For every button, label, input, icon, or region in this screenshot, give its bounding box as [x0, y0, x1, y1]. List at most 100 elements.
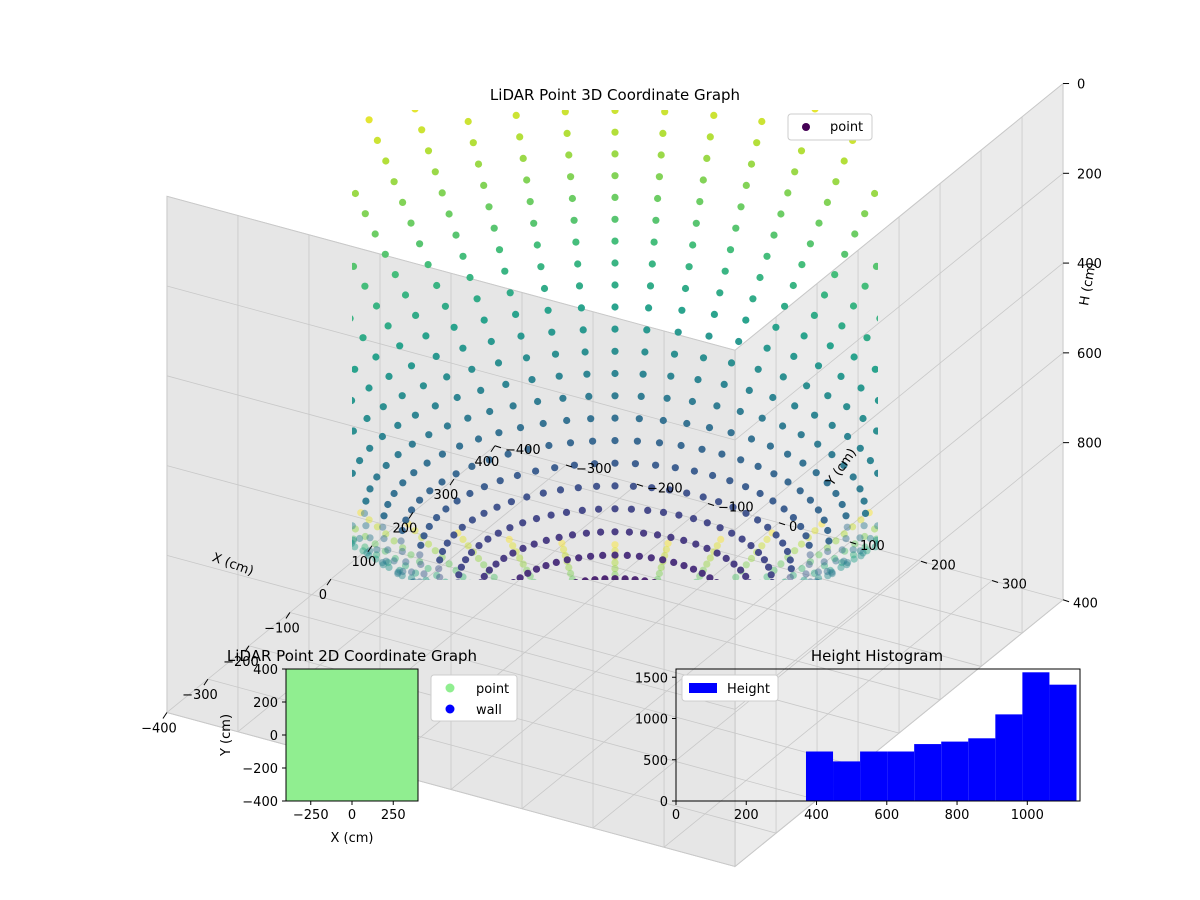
data-point [872, 366, 879, 373]
data-point [500, 555, 507, 562]
data-point [611, 259, 618, 266]
data-point [665, 65, 672, 72]
data-point [553, 559, 560, 566]
data-point [790, 353, 797, 360]
data-point [611, 238, 618, 245]
legend-marker-point [446, 684, 455, 693]
data-point [416, 240, 423, 247]
data-point [459, 524, 466, 531]
data-point [699, 570, 706, 577]
data-point [652, 462, 659, 469]
data-point [442, 303, 449, 310]
data-point [477, 387, 484, 394]
data-point [641, 348, 648, 355]
data-point [1063, 261, 1070, 268]
data-point [439, 548, 446, 555]
data-point [492, 561, 499, 568]
data-point [1063, 399, 1070, 406]
data-point [1079, 245, 1086, 252]
data-point [857, 445, 864, 452]
y-tick-label: −200 [242, 762, 278, 777]
data-point [837, 373, 844, 380]
data-point [686, 263, 693, 270]
data-point [689, 398, 696, 405]
data-point [841, 251, 848, 258]
data-point [700, 176, 707, 183]
data-point [691, 468, 698, 475]
data-point [438, 478, 445, 485]
x-tick-label: 400 [475, 455, 500, 470]
data-point [462, 556, 469, 563]
data-point [459, 345, 466, 352]
data-point [282, 145, 289, 152]
histogram-bar [914, 744, 941, 801]
data-point [742, 573, 749, 580]
data-point [728, 359, 735, 366]
data-point [717, 524, 724, 531]
data-point [700, 493, 707, 500]
data-point [171, 183, 178, 190]
data-point [737, 456, 744, 463]
data-point [611, 437, 618, 444]
data-point [533, 566, 540, 573]
data-point [332, 150, 339, 157]
data-point [481, 317, 488, 324]
data-point [787, 574, 794, 581]
data-point [373, 302, 380, 309]
data-point [506, 536, 513, 543]
x-tick-label: 600 [874, 808, 899, 823]
data-point [402, 291, 409, 298]
data-point [569, 531, 576, 538]
data-point [859, 415, 866, 422]
data-point [452, 232, 459, 239]
data-point [200, 162, 207, 169]
data-point [327, 223, 334, 230]
data-point [593, 483, 600, 490]
data-point [611, 303, 618, 310]
data-point [661, 108, 668, 115]
legend-label-point: point [476, 682, 509, 697]
data-point [1109, 352, 1116, 359]
data-point [271, 200, 278, 207]
data-point [811, 105, 818, 112]
data-point [732, 574, 739, 581]
data-point [732, 225, 739, 232]
data-point [689, 241, 696, 248]
data-point [147, 400, 154, 407]
data-point [798, 431, 805, 438]
data-point [779, 422, 786, 429]
data-point [649, 260, 656, 267]
data-point [807, 497, 814, 504]
data-point [799, 460, 806, 467]
data-point [391, 537, 398, 544]
data-point [709, 472, 716, 479]
data-point [475, 435, 482, 442]
x-tick-label: 0 [672, 808, 680, 823]
data-point [465, 118, 472, 125]
data-point [791, 168, 798, 175]
data-point [670, 559, 677, 566]
data-point [519, 545, 526, 552]
data-point [420, 382, 427, 389]
data-point [693, 220, 700, 227]
data-point [867, 457, 874, 464]
data-point [671, 351, 678, 358]
data-point [545, 442, 552, 449]
data-point [144, 245, 151, 252]
data-point [611, 129, 618, 136]
data-point [382, 251, 389, 258]
data-point [160, 261, 167, 268]
data-point [342, 170, 349, 177]
data-point [412, 312, 419, 319]
data-point [798, 541, 805, 548]
data-point [803, 382, 810, 389]
data-point [139, 307, 146, 314]
x-tick-label: −400 [141, 721, 177, 736]
data-point [806, 561, 813, 568]
data-point [356, 535, 363, 542]
data-point [742, 483, 749, 490]
data-point [565, 151, 572, 158]
data-point [453, 470, 460, 477]
y-tick-label: 100 [860, 539, 885, 554]
y-tick-mark [1063, 600, 1069, 602]
